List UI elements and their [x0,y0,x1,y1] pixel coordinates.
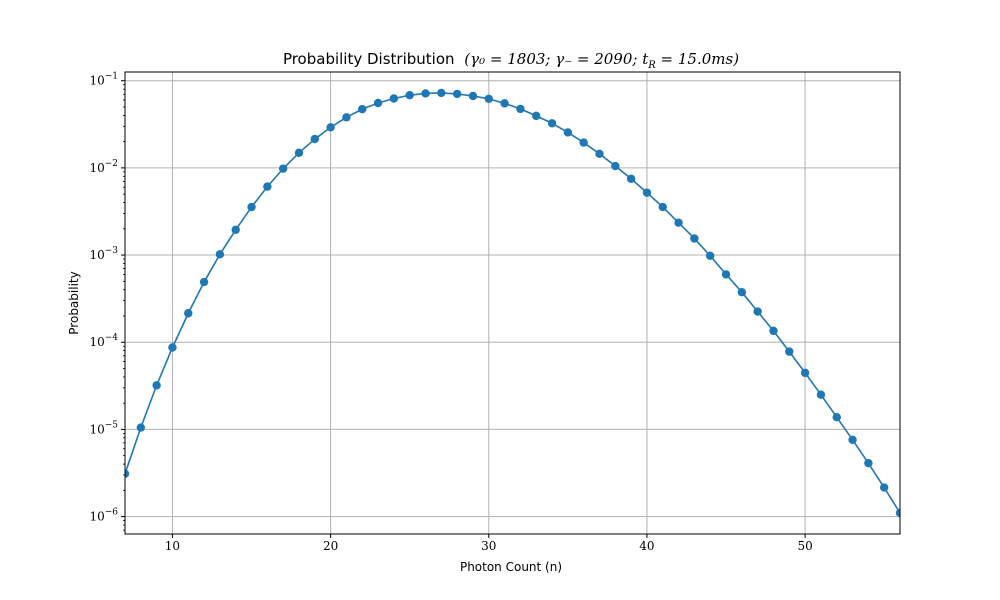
data-point [706,251,715,261]
data-point [310,134,319,144]
x-axis-label: Photon Count (n) [460,560,562,574]
y-tick-label: 10−3 [89,246,118,262]
data-point [421,89,430,98]
data-point [405,91,414,100]
x-axis-ticks: 10 20 30 40 50 [165,534,813,553]
data-point [278,164,288,173]
data-point [199,277,209,287]
chart-title-main: Probability Distribution [283,50,455,68]
data-point [168,343,177,352]
chart-title-params-end: = 15.0ms) [656,50,739,68]
data-point [690,234,699,243]
data-point [263,182,272,191]
data-point [626,174,636,183]
y-tick-label: 10−2 [89,159,118,175]
data-point [674,218,683,227]
y-axis-ticks: 10−1 10−2 10−3 10−4 10−5 10−6 [89,72,125,531]
data-point [452,89,462,99]
data-point [326,123,335,132]
data-point [389,94,399,103]
chart-title: Probability Distribution (γ₀ = 1803; γ₋ … [283,50,739,71]
x-tick-label: 50 [797,539,812,553]
data-point [342,113,351,122]
data-point [737,287,747,297]
data-point [721,270,731,279]
data-point [468,91,478,101]
data-point [848,435,857,444]
plot-frame [124,71,901,535]
data-point [563,128,573,137]
data-point [753,307,762,316]
data-point [294,148,304,157]
y-axis-label: Probability [67,271,81,334]
data-point [879,483,889,492]
chart-title-params: (γ₀ = 1803; γ₋ = 2090; t [464,50,649,68]
data-point [769,326,778,336]
x-tick-label: 30 [481,539,496,553]
data-point [373,98,383,108]
data-point [247,202,256,212]
data-point [611,161,620,171]
data-point [642,188,652,197]
data-point [184,309,193,318]
data-point [785,347,794,356]
data-point [136,423,146,432]
grid-lines [125,72,900,534]
data-point [816,390,826,399]
data-point [215,250,225,259]
y-tick-label: 10−1 [89,72,118,88]
data-point [658,202,667,212]
y-tick-label: 10−5 [89,420,118,436]
data-point [500,99,509,108]
x-tick-label: 10 [165,539,180,553]
data-point [532,111,541,121]
x-tick-label: 20 [323,539,338,553]
data-point [358,104,367,114]
data-point [152,381,161,390]
data-point [595,149,604,159]
chart-title-subscript: R [647,60,656,71]
data-point [547,119,557,128]
data-point [484,94,493,104]
data-point [579,138,588,147]
data-point [895,508,900,518]
x-tick-label: 40 [639,539,654,553]
data-point [437,88,446,98]
data-point [516,104,525,114]
data-point [832,413,841,422]
data-point [800,368,810,378]
data-point [231,225,240,234]
y-tick-label: 10−6 [89,508,118,524]
series-probability [125,88,900,518]
data-point [864,458,873,468]
y-tick-label: 10−4 [89,333,118,349]
data-point [125,469,130,478]
